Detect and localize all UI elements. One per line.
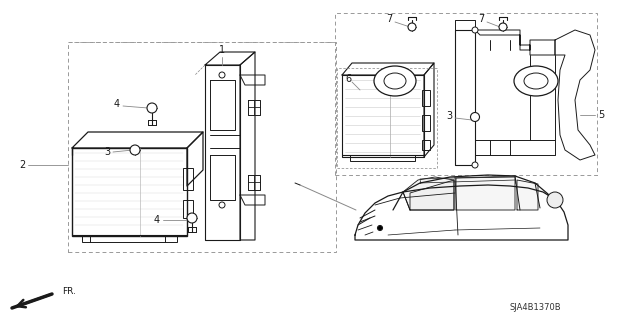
Ellipse shape <box>524 73 548 89</box>
Circle shape <box>378 226 383 231</box>
Text: 4: 4 <box>154 215 160 225</box>
Circle shape <box>187 213 197 223</box>
Bar <box>68 42 336 252</box>
Bar <box>342 75 424 157</box>
Ellipse shape <box>374 66 416 96</box>
Text: 7: 7 <box>478 14 484 24</box>
Text: 3: 3 <box>104 147 110 157</box>
Text: SJA4B1370B: SJA4B1370B <box>509 303 561 313</box>
Bar <box>422 90 430 106</box>
Circle shape <box>408 23 416 31</box>
Circle shape <box>219 202 225 208</box>
Polygon shape <box>517 180 538 210</box>
Text: 7: 7 <box>386 14 392 24</box>
Circle shape <box>499 23 507 31</box>
Polygon shape <box>410 180 454 210</box>
Text: 6: 6 <box>345 74 351 84</box>
Bar <box>72 148 187 236</box>
Text: 2: 2 <box>19 160 25 170</box>
Text: 3: 3 <box>446 111 452 121</box>
Circle shape <box>547 192 563 208</box>
Text: 1: 1 <box>219 45 225 55</box>
Circle shape <box>472 27 478 33</box>
Text: 4: 4 <box>114 99 120 109</box>
Bar <box>422 115 430 131</box>
Bar <box>183 168 193 190</box>
Circle shape <box>472 162 478 168</box>
Bar <box>82 235 177 242</box>
Text: FR.: FR. <box>62 286 76 295</box>
Polygon shape <box>403 177 454 210</box>
Bar <box>337 68 437 168</box>
Circle shape <box>219 72 225 78</box>
Ellipse shape <box>514 66 558 96</box>
Bar <box>335 13 597 175</box>
Bar <box>422 140 430 150</box>
Polygon shape <box>456 177 515 210</box>
Ellipse shape <box>384 73 406 89</box>
Circle shape <box>470 113 479 122</box>
Circle shape <box>130 145 140 155</box>
Text: 5: 5 <box>598 110 604 120</box>
Bar <box>350 155 415 161</box>
Bar <box>183 200 193 218</box>
Circle shape <box>147 103 157 113</box>
